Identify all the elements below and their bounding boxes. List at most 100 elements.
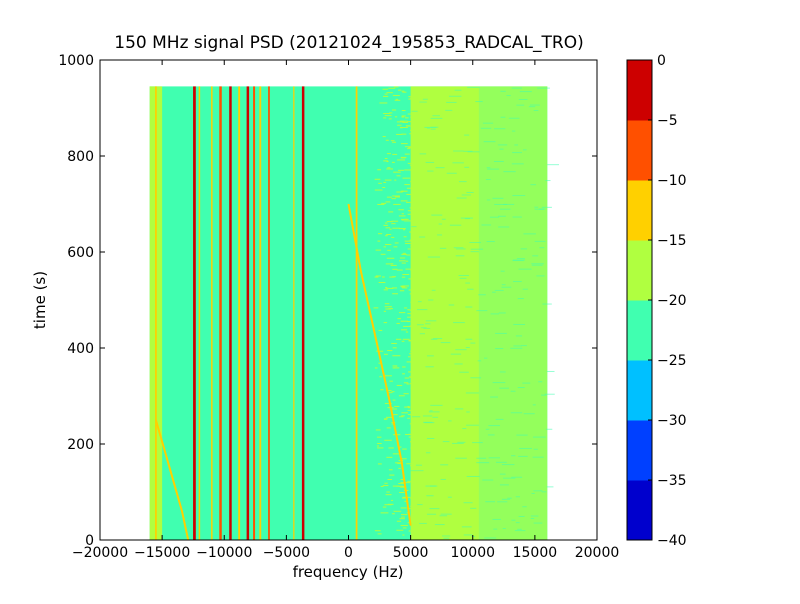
speckle (394, 367, 400, 369)
texture-streak (530, 184, 537, 186)
texture-streak (503, 203, 515, 205)
colorbar: −40 −35 −30 −25 −20 −15 −10 −5 0 (626, 53, 687, 549)
speckle (376, 445, 380, 447)
x-axis-ticks: −20000 −15000 −10000 −5000 0 5000 10000 15000 20… (72, 60, 619, 561)
x-axis-label: frequency (Hz) (293, 563, 404, 581)
speckle (383, 95, 389, 97)
texture-streak (420, 327, 427, 329)
texture-streak (430, 404, 443, 406)
texture-streak (502, 528, 506, 530)
texture-streak (426, 452, 431, 454)
speckle (398, 215, 406, 217)
speckle (404, 153, 410, 155)
texture-streak (488, 425, 501, 427)
speckle (392, 355, 401, 357)
texture-streak (429, 410, 433, 412)
speckle (385, 287, 388, 289)
texture-streak (417, 504, 423, 506)
speckle (394, 116, 398, 118)
speckle (386, 161, 389, 163)
speckle (383, 353, 388, 355)
speckle (398, 483, 405, 485)
texture-streak (498, 312, 506, 314)
speckle (401, 262, 406, 264)
texture-streak (511, 87, 522, 89)
texture-streak (461, 194, 471, 196)
texture-streak (463, 150, 473, 152)
speckle (392, 141, 397, 143)
speckle (384, 115, 392, 117)
texture-streak (512, 216, 522, 218)
texture-streak (518, 515, 525, 517)
speckle (384, 158, 388, 160)
colorbar-segment (627, 300, 652, 361)
texture-streak (499, 208, 511, 210)
speckle (407, 480, 411, 482)
speckle (382, 136, 386, 138)
texture-streak (516, 104, 525, 106)
speckle (401, 340, 405, 342)
texture-streak (511, 519, 516, 521)
speckle (404, 117, 409, 119)
texture-streak (454, 408, 464, 410)
x-tick-label: 15000 (513, 545, 558, 561)
texture-streak (425, 323, 431, 325)
speckle (407, 405, 410, 407)
speckle (392, 293, 399, 295)
speckle (402, 338, 410, 340)
speckle (391, 109, 397, 111)
texture-streak (511, 455, 516, 457)
colorbar-tick-label: −10 (657, 173, 687, 189)
speckle (392, 268, 398, 270)
speckle (395, 462, 403, 464)
speckle (401, 329, 408, 331)
band-upper-band (410, 86, 479, 541)
speckle (398, 395, 405, 397)
speckle (385, 139, 389, 141)
speckle (392, 399, 396, 401)
speckle (400, 516, 405, 518)
texture-streak (470, 507, 477, 509)
speckle (382, 506, 387, 508)
speckle (396, 520, 402, 522)
speckle (400, 482, 407, 484)
y-axis-label: time (s) (31, 271, 49, 329)
speckle (384, 418, 388, 420)
speckle (386, 196, 392, 198)
texture-streak (475, 101, 483, 103)
x-tick-label: 10000 (450, 545, 495, 561)
texture-streak (453, 150, 464, 152)
texture-streak (427, 355, 434, 357)
speckle (385, 227, 391, 229)
speckle (387, 167, 391, 169)
speckle (400, 156, 407, 158)
speckle (374, 530, 381, 532)
speckle (373, 307, 379, 309)
speckle (392, 367, 396, 369)
speckle (394, 179, 397, 181)
texture-streak (532, 436, 546, 438)
speckle (396, 191, 403, 193)
texture-streak (515, 496, 520, 498)
band-outer-band (478, 86, 548, 541)
colorbar-tick-label: −35 (657, 473, 687, 489)
texture-streak (422, 98, 428, 100)
texture-streak (447, 496, 452, 498)
speckle (388, 447, 394, 449)
speckle (388, 87, 396, 89)
texture-streak (507, 497, 512, 499)
speckle (406, 201, 411, 203)
texture-streak (541, 491, 547, 493)
speckle (374, 189, 383, 191)
speckle (401, 287, 408, 289)
texture-streak (517, 528, 522, 530)
texture-streak (516, 258, 525, 260)
texture-streak (532, 255, 539, 257)
texture-streak (419, 101, 427, 103)
speckle (406, 254, 411, 256)
texture-streak (542, 303, 552, 305)
texture-streak (541, 394, 547, 396)
texture-streak (539, 247, 545, 249)
speckle (407, 321, 411, 323)
texture-streak (476, 462, 490, 464)
